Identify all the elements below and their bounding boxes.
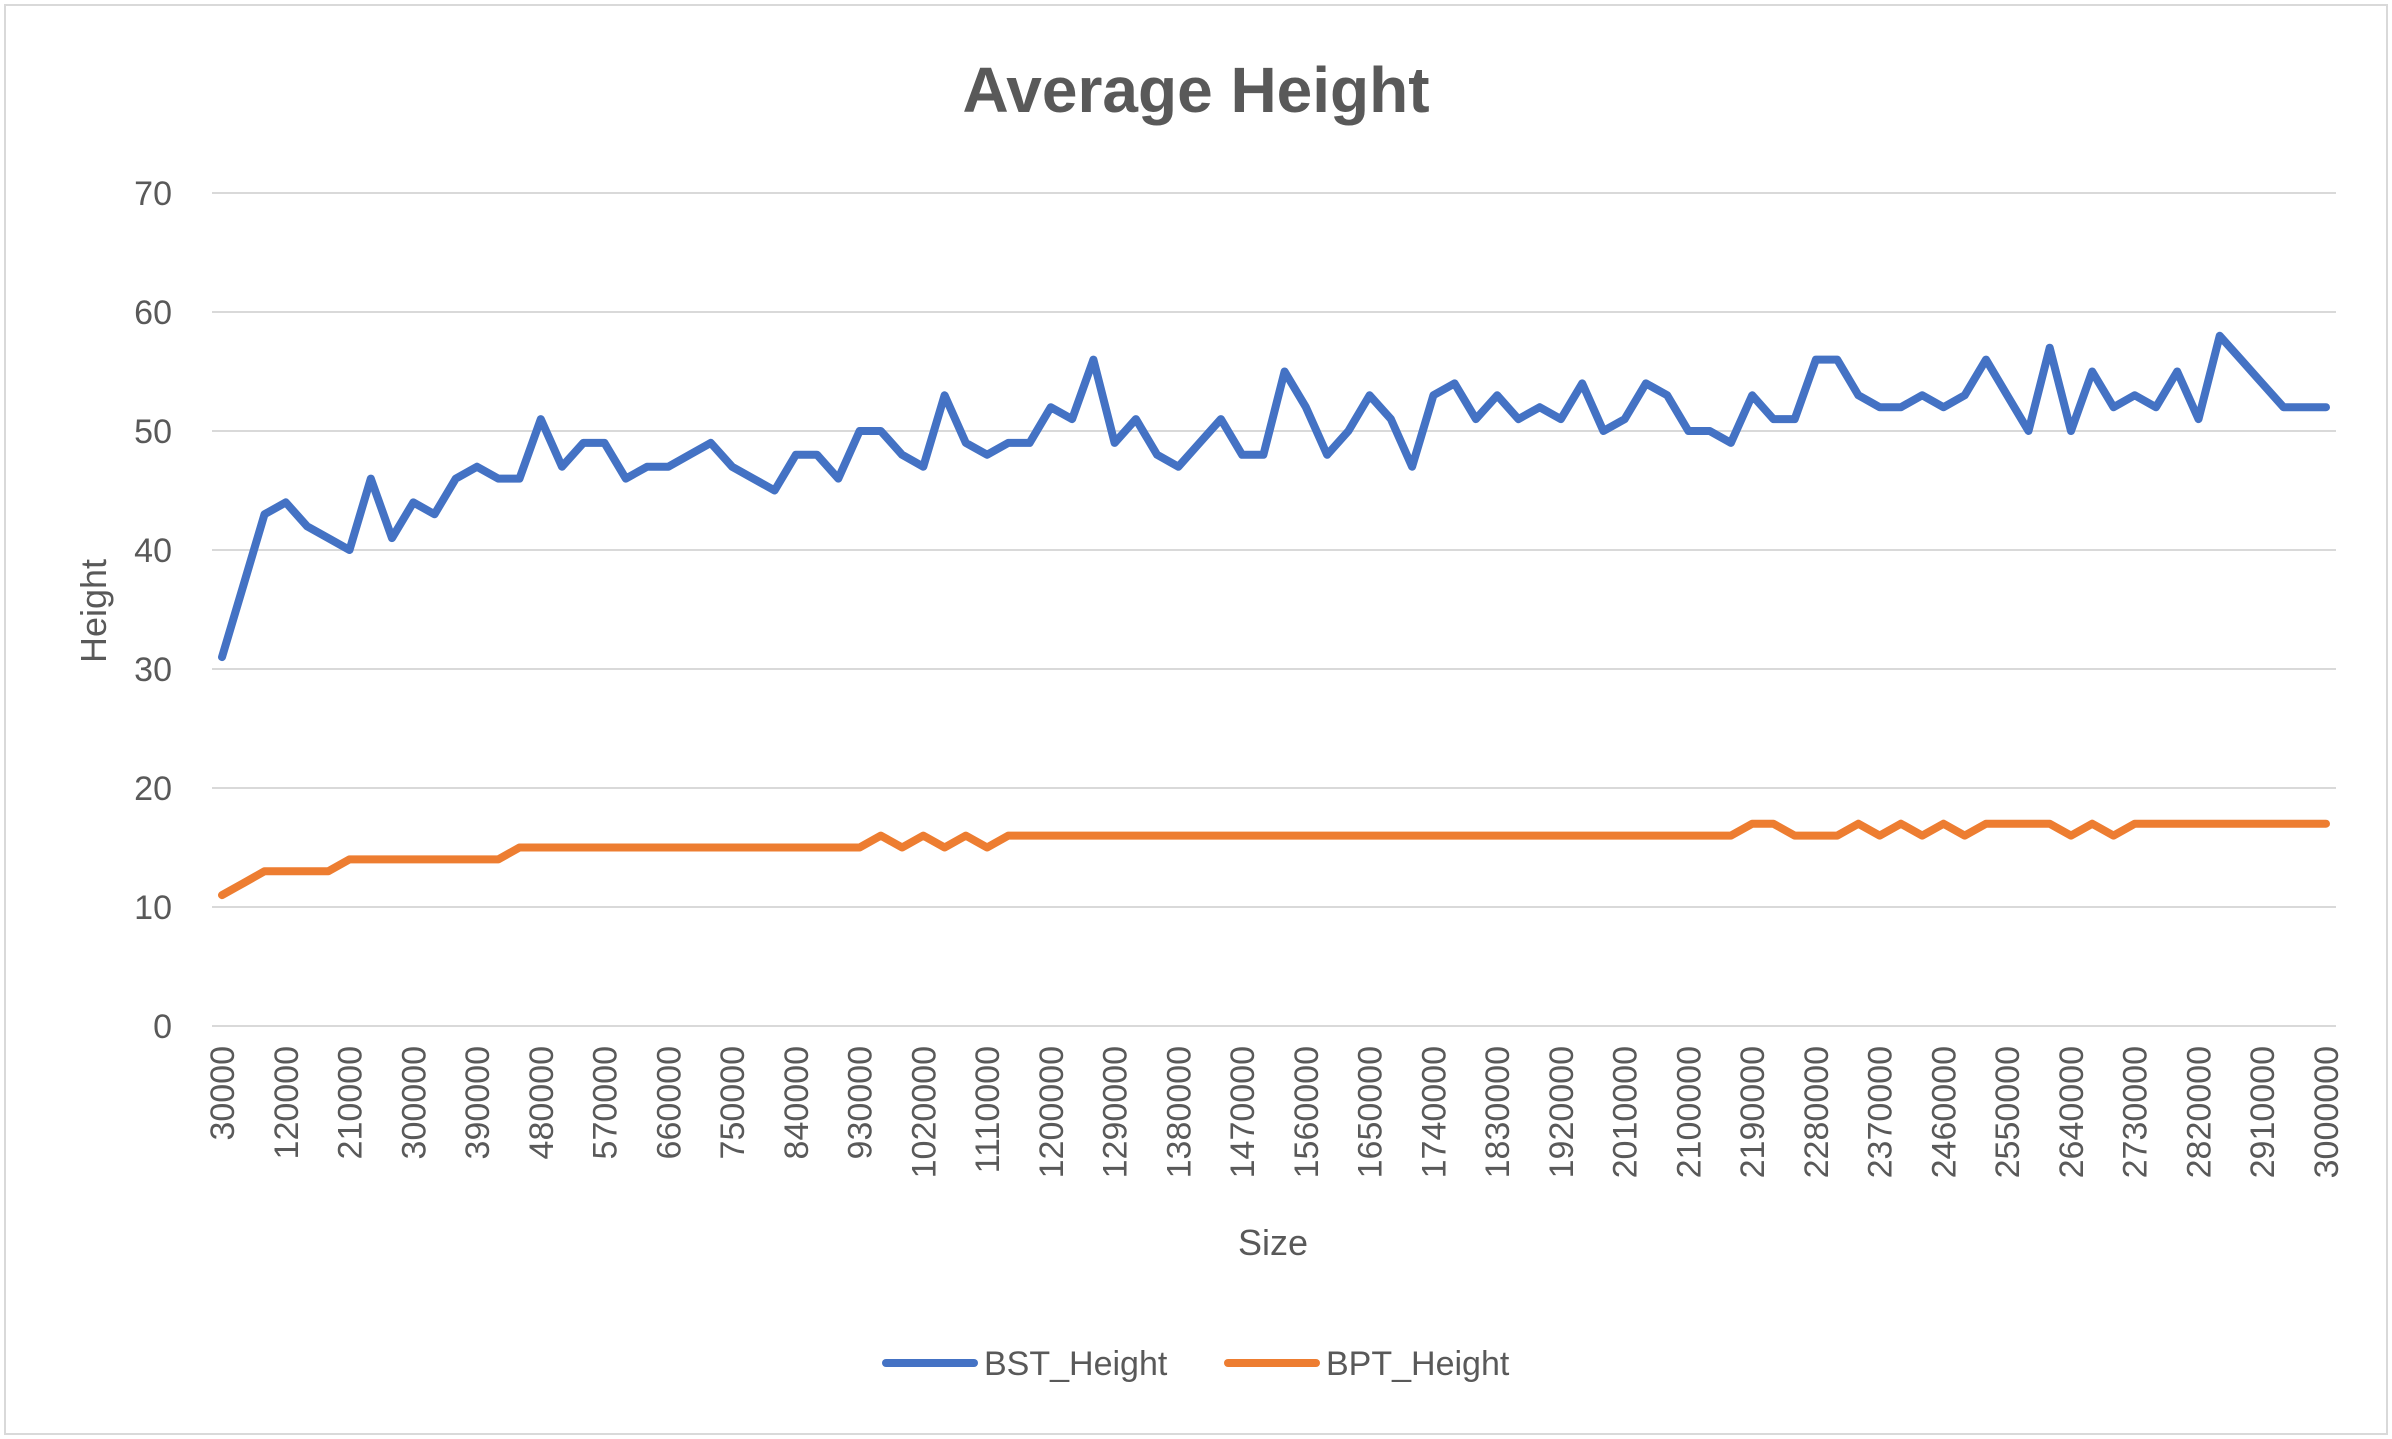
x-tick-label: 660000 bbox=[650, 1046, 688, 1159]
x-tick-label: 1020000 bbox=[905, 1046, 943, 1178]
x-axis-ticks: 30000 120000 210000 300000 390000 480000 57000… bbox=[204, 1046, 2346, 1178]
x-tick-label: 30000 bbox=[204, 1046, 242, 1141]
y-tick-label: 0 bbox=[153, 1008, 172, 1046]
x-tick-label: 2550000 bbox=[1989, 1046, 2027, 1178]
x-axis-title: Size bbox=[1238, 1222, 1308, 1263]
x-tick-label: 1650000 bbox=[1352, 1046, 1390, 1178]
x-tick-label: 750000 bbox=[714, 1046, 752, 1159]
chart-frame bbox=[4, 4, 2388, 1435]
y-tick-label: 70 bbox=[134, 175, 172, 213]
y-axis-title: Height bbox=[73, 559, 114, 663]
legend-label: BPT_Height bbox=[1326, 1345, 1510, 1383]
x-tick-label: 2010000 bbox=[1607, 1046, 1645, 1178]
x-tick-label: 210000 bbox=[332, 1046, 370, 1159]
gridlines bbox=[212, 192, 2336, 1027]
x-tick-label: 2280000 bbox=[1798, 1046, 1836, 1178]
x-tick-label: 300000 bbox=[395, 1046, 433, 1159]
x-tick-label: 840000 bbox=[778, 1046, 816, 1159]
x-tick-label: 2910000 bbox=[2244, 1046, 2282, 1178]
x-tick-label: 930000 bbox=[842, 1046, 880, 1159]
legend-label: BST_Height bbox=[984, 1345, 1168, 1383]
y-tick-label: 50 bbox=[134, 413, 172, 451]
y-axis-ticks: 0 10 20 30 40 50 60 70 bbox=[134, 175, 172, 1046]
y-tick-label: 60 bbox=[134, 294, 172, 332]
x-tick-label: 1200000 bbox=[1033, 1046, 1071, 1178]
x-tick-label: 2640000 bbox=[2053, 1046, 2091, 1178]
x-tick-label: 480000 bbox=[523, 1046, 561, 1159]
x-tick-label: 1830000 bbox=[1479, 1046, 1517, 1178]
x-tick-label: 1740000 bbox=[1415, 1046, 1453, 1178]
y-tick-label: 40 bbox=[134, 532, 172, 570]
x-tick-label: 2730000 bbox=[2117, 1046, 2155, 1178]
x-tick-label: 1920000 bbox=[1543, 1046, 1581, 1178]
x-tick-label: 390000 bbox=[459, 1046, 497, 1159]
x-tick-label: 1380000 bbox=[1160, 1046, 1198, 1178]
y-tick-label: 10 bbox=[134, 889, 172, 927]
x-tick-label: 2460000 bbox=[1925, 1046, 1963, 1178]
chart-title: Average Height bbox=[962, 54, 1429, 126]
x-tick-label: 2100000 bbox=[1670, 1046, 1708, 1178]
x-tick-label: 120000 bbox=[268, 1046, 306, 1159]
x-tick-label: 2190000 bbox=[1734, 1046, 1772, 1178]
y-tick-label: 30 bbox=[134, 651, 172, 689]
series-line-BST_Height bbox=[218, 331, 2330, 662]
x-tick-label: 1560000 bbox=[1288, 1046, 1326, 1178]
x-tick-label: 1110000 bbox=[969, 1046, 1007, 1173]
x-tick-label: 570000 bbox=[587, 1046, 625, 1159]
x-tick-label: 1290000 bbox=[1097, 1046, 1135, 1178]
x-tick-label: 2820000 bbox=[2180, 1046, 2218, 1178]
series-lines bbox=[218, 331, 2330, 900]
y-tick-label: 20 bbox=[134, 770, 172, 808]
legend: BST_Height BPT_Height bbox=[882, 1345, 1510, 1383]
x-tick-label: 2370000 bbox=[1862, 1046, 1900, 1178]
series-line-BPT_Height bbox=[218, 819, 2330, 900]
x-tick-label: 1470000 bbox=[1224, 1046, 1262, 1178]
x-tick-label: 3000000 bbox=[2308, 1046, 2346, 1178]
